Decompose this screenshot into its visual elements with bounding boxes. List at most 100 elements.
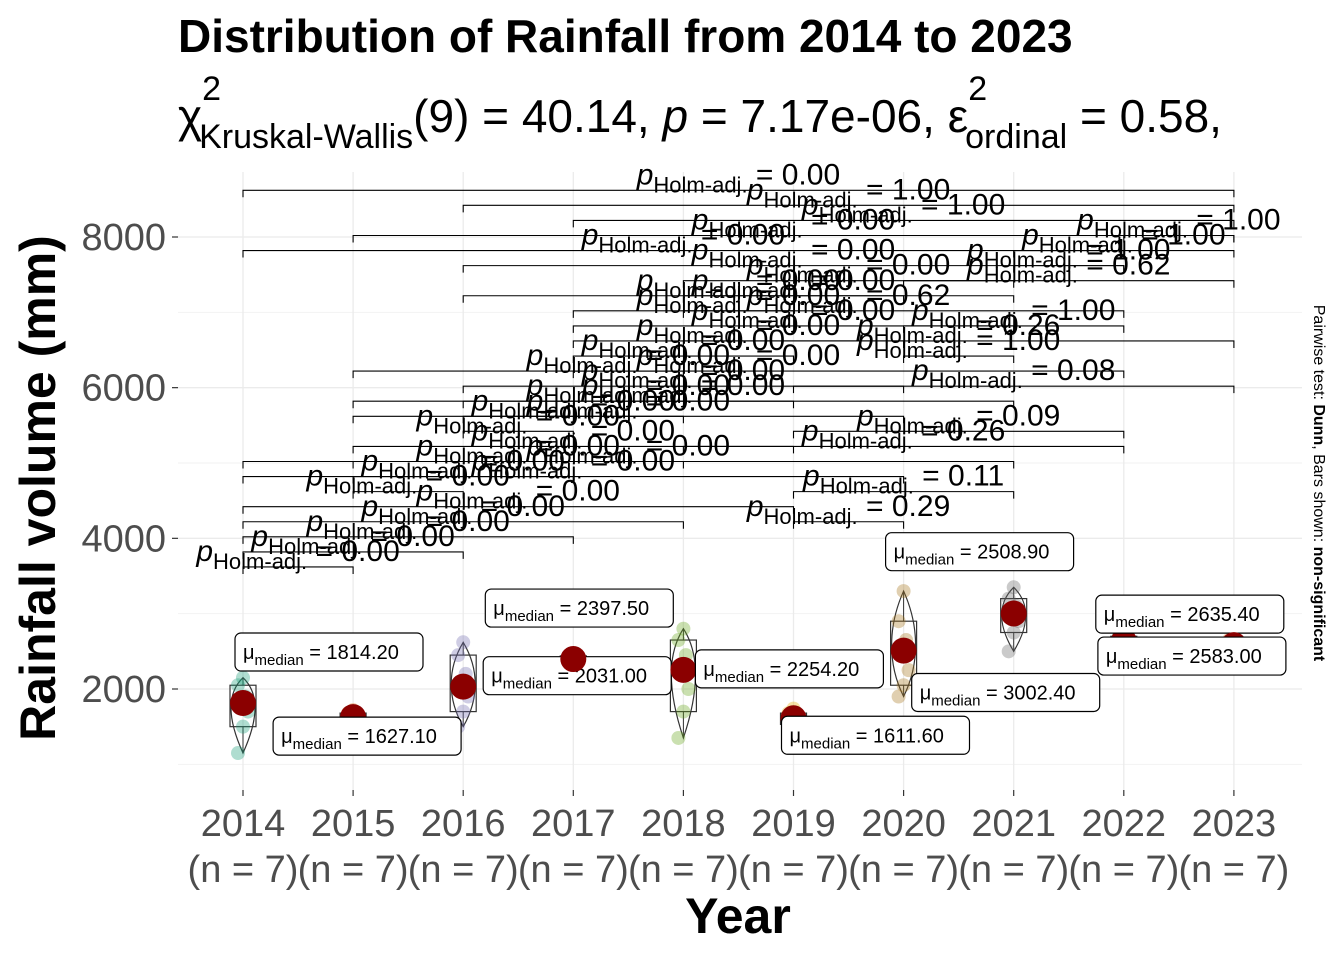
pairwise-label: pHolm-adj. = 0.00 [636, 158, 840, 197]
pairwise-label: pHolm-adj. = 0.00 [305, 505, 509, 544]
x-tick-n-label: (n = 7) [1178, 849, 1289, 891]
data-point [236, 719, 250, 734]
median-label-box [1095, 594, 1285, 634]
median-label: μmedian = 3002.40 [911, 672, 1101, 713]
x-tick-n-label: (n = 7) [738, 849, 849, 891]
median-label-box [484, 588, 674, 628]
median-label: μmedian = 1611.60 [780, 715, 971, 755]
eff-sub: ordinal [965, 118, 1067, 156]
chart-caption: Pairwise test: Dunn, Bars shown: non-sig… [1310, 305, 1327, 662]
pairwise-bracket [792, 521, 905, 529]
x-tick-n-label: (n = 7) [518, 849, 629, 891]
median-label-box [884, 532, 1075, 572]
pairwise-bracket [242, 506, 795, 514]
violin-shape [670, 627, 696, 740]
median-label-text: μmedian = 2635.40 [1104, 604, 1260, 631]
pairwise-bracket [242, 551, 464, 559]
pairwise-bracket [572, 310, 1125, 318]
median-label: μmedian = 2635.40 [1095, 594, 1285, 634]
pairwise-label: pHolm-adj. = 0.09 [856, 399, 1060, 438]
median-label-box [911, 672, 1101, 713]
pairwise-bracket [242, 536, 574, 544]
pairwise-label: pHolm-adj. = 0.00 [691, 203, 895, 242]
pairwise-label: pHolm-adj. = 0.00 [581, 369, 785, 408]
pairwise-label: pHolm-adj. = 0.00 [526, 429, 730, 468]
y-tick-label: 6000 [81, 368, 166, 410]
median-point [560, 646, 587, 673]
violin-shape [450, 641, 476, 728]
median-point [670, 656, 697, 683]
pairwise-label: pHolm-adj. = 0.00 [636, 264, 840, 303]
x-tick-n-label: (n = 7) [848, 849, 959, 891]
median-label-box [694, 649, 885, 689]
pairwise-bracket [242, 521, 684, 529]
data-point [231, 678, 245, 693]
x-axis: 2014(n = 7)2015(n = 7)2016(n = 7)2017(n … [188, 790, 1289, 891]
pairwise-label: pHolm-adj. = 0.00 [526, 384, 730, 423]
data-point [231, 746, 245, 761]
x-tick-label: 2021 [971, 803, 1056, 845]
pairwise-bracket [792, 430, 1125, 439]
median-label: μmedian = 2397.50 [484, 588, 674, 628]
pairwise-bracket [242, 460, 1015, 469]
pairwise-bracket [903, 355, 1015, 364]
pairwise-bracket [792, 385, 1235, 394]
pairwise-bracket [572, 219, 1235, 228]
data-point [891, 614, 906, 629]
median-label-text: μmedian = 2583.00 [1106, 646, 1262, 673]
y-tick-label: 4000 [81, 518, 166, 560]
pairwise-label: pHolm-adj. = 0.26 [856, 309, 1060, 348]
x-tick-n-label: (n = 7) [298, 849, 409, 891]
stat-sup: 2 [202, 70, 221, 108]
pairwise-bracket [462, 385, 905, 394]
median-label-text: μmedian = 1814.20 [243, 642, 399, 669]
pairwise-bracket [352, 491, 464, 499]
y-axis: 2000 4000 6000 8000 [81, 217, 178, 711]
data-point [896, 678, 911, 693]
median-label-text: μmedian = 2508.90 [894, 542, 1050, 569]
pairwise-bracket [352, 370, 1125, 379]
data-point [671, 730, 686, 745]
eff-sup: 2 [968, 70, 987, 108]
pairwise-bracket [572, 325, 1015, 333]
p-symbol: p [661, 90, 689, 142]
data-point [681, 682, 696, 696]
x-tick-label: 2017 [531, 803, 616, 845]
x-tick-n-label: (n = 7) [628, 849, 739, 891]
data-point [1001, 644, 1016, 659]
data-point [456, 635, 471, 650]
y-axis-title: Rainfall volume (mm) [10, 235, 66, 741]
x-axis-title: Year [685, 888, 791, 944]
median-label-text: μmedian = 3002.40 [920, 682, 1076, 709]
x-tick-label: 2014 [201, 803, 286, 845]
pairwise-bracket [352, 445, 795, 454]
caption-prefix: Pairwise test: [1310, 305, 1327, 405]
pairwise-bracket [242, 189, 1235, 198]
data-point [451, 648, 466, 663]
caption-bars: non-significant [1310, 547, 1327, 662]
x-tick-n-label: (n = 7) [1068, 849, 1179, 891]
pairwise-bracket [572, 355, 795, 364]
median-label-text: μmedian = 2397.50 [493, 598, 649, 625]
median-label-text: μmedian = 2254.20 [703, 659, 859, 686]
median-point [450, 673, 477, 700]
pairwise-bracket [682, 340, 1235, 348]
y-tick-label: 8000 [81, 217, 166, 259]
median-label-box [1097, 636, 1287, 676]
data-point [1006, 625, 1021, 640]
caption-test: Dunn [1310, 404, 1327, 445]
pairwise-bracket [462, 265, 1125, 273]
data-point [671, 633, 686, 648]
p-rest: = 7.17e-06, [688, 90, 948, 142]
pairwise-bracket [242, 476, 905, 484]
pairwise-label: pHolm-adj. = 0.29 [746, 490, 950, 529]
x-tick-label: 2016 [421, 803, 506, 845]
pairwise-bracket [462, 430, 574, 439]
median-label: μmedian = 2254.20 [694, 649, 885, 689]
data-point [896, 584, 911, 599]
median-label: μmedian = 1627.10 [272, 716, 462, 756]
data-point [891, 689, 906, 704]
data-point [676, 621, 691, 636]
pairwise-bracket [352, 415, 905, 424]
data-point [676, 704, 691, 719]
